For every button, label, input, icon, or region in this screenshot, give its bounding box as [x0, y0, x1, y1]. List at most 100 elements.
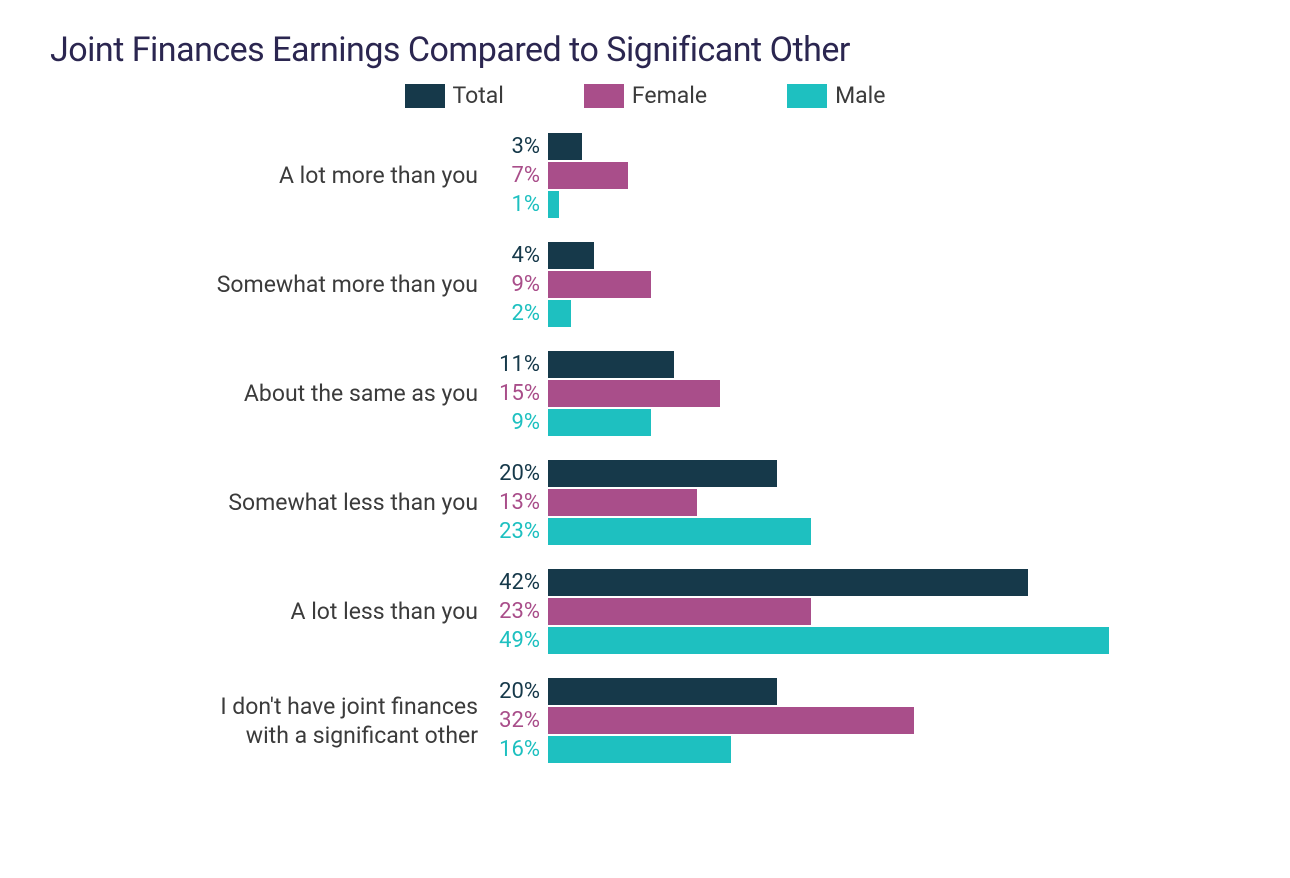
- category-row: A lot more than you3% 7% 1%: [100, 133, 1120, 220]
- bar-track: [548, 598, 1120, 625]
- value-label: 1%: [490, 192, 548, 217]
- value-label: 9%: [490, 272, 548, 297]
- value-label: 20%: [490, 461, 548, 486]
- bar-track: [548, 162, 1120, 189]
- bar-fill: [548, 678, 777, 705]
- category-row: Somewhat less than you20% 13% 23%: [100, 460, 1120, 547]
- legend-swatch: [584, 84, 624, 108]
- bars-column: 3% 7% 1%: [490, 133, 1120, 220]
- bar-row-female: 13%: [490, 489, 1120, 516]
- bar-fill: [548, 351, 674, 378]
- bar-track: [548, 736, 1120, 763]
- category-label: A lot less than you: [100, 598, 490, 627]
- chart-body: A lot more than you3% 7% 1% Somewhat more t…: [50, 133, 1240, 765]
- bar-row-female: 7%: [490, 162, 1120, 189]
- value-label: 13%: [490, 490, 548, 515]
- value-label: 23%: [490, 599, 548, 624]
- bar-fill: [548, 598, 811, 625]
- category-row: I don't have joint financeswith a signif…: [100, 678, 1120, 765]
- bar-track: [548, 489, 1120, 516]
- value-label: 42%: [490, 570, 548, 595]
- legend: Total Female Male: [50, 82, 1240, 109]
- bars-column: 42% 23% 49%: [490, 569, 1120, 656]
- bar-row-total: 11%: [490, 351, 1120, 378]
- bar-row-total: 42%: [490, 569, 1120, 596]
- bar-row-male: 49%: [490, 627, 1120, 654]
- bar-fill: [548, 380, 720, 407]
- bar-fill: [548, 489, 697, 516]
- bar-row-total: 20%: [490, 678, 1120, 705]
- bar-row-total: 3%: [490, 133, 1120, 160]
- legend-swatch: [787, 84, 827, 108]
- bar-track: [548, 133, 1120, 160]
- value-label: 15%: [490, 381, 548, 406]
- bar-track: [548, 380, 1120, 407]
- bar-fill: [548, 707, 914, 734]
- value-label: 7%: [490, 163, 548, 188]
- bars-column: 4% 9% 2%: [490, 242, 1120, 329]
- legend-label: Male: [835, 82, 885, 109]
- category-label: A lot more than you: [100, 162, 490, 191]
- bar-fill: [548, 300, 571, 327]
- bar-fill: [548, 460, 777, 487]
- value-label: 9%: [490, 410, 548, 435]
- bar-fill: [548, 736, 731, 763]
- bar-fill: [548, 242, 594, 269]
- bar-row-total: 4%: [490, 242, 1120, 269]
- bar-track: [548, 460, 1120, 487]
- chart-title: Joint Finances Earnings Compared to Sign…: [50, 30, 1240, 70]
- bars-column: 20% 32% 16%: [490, 678, 1120, 765]
- value-label: 23%: [490, 519, 548, 544]
- bar-fill: [548, 409, 651, 436]
- category-label: About the same as you: [100, 380, 490, 409]
- bar-row-male: 2%: [490, 300, 1120, 327]
- category-row: About the same as you11% 15% 9%: [100, 351, 1120, 438]
- bar-row-male: 16%: [490, 736, 1120, 763]
- bar-track: [548, 518, 1120, 545]
- category-label: I don't have joint financeswith a signif…: [100, 693, 490, 751]
- legend-label: Total: [453, 82, 504, 109]
- category-label: Somewhat less than you: [100, 489, 490, 518]
- value-label: 16%: [490, 737, 548, 762]
- value-label: 4%: [490, 243, 548, 268]
- legend-item-female: Female: [584, 82, 707, 109]
- value-label: 49%: [490, 628, 548, 653]
- bar-track: [548, 271, 1120, 298]
- bar-row-male: 9%: [490, 409, 1120, 436]
- bar-fill: [548, 569, 1028, 596]
- bar-row-female: 9%: [490, 271, 1120, 298]
- bar-track: [548, 707, 1120, 734]
- legend-item-total: Total: [405, 82, 504, 109]
- value-label: 20%: [490, 679, 548, 704]
- bar-track: [548, 627, 1120, 654]
- bar-track: [548, 678, 1120, 705]
- value-label: 2%: [490, 301, 548, 326]
- value-label: 11%: [490, 352, 548, 377]
- bar-fill: [548, 271, 651, 298]
- legend-swatch: [405, 84, 445, 108]
- category-row: A lot less than you42% 23% 49%: [100, 569, 1120, 656]
- legend-label: Female: [632, 82, 707, 109]
- bar-row-female: 32%: [490, 707, 1120, 734]
- bar-fill: [548, 627, 1109, 654]
- bar-fill: [548, 162, 628, 189]
- value-label: 3%: [490, 134, 548, 159]
- bar-track: [548, 569, 1120, 596]
- bar-fill: [548, 518, 811, 545]
- legend-item-male: Male: [787, 82, 885, 109]
- bar-track: [548, 351, 1120, 378]
- bar-row-male: 1%: [490, 191, 1120, 218]
- bar-fill: [548, 133, 582, 160]
- bar-row-male: 23%: [490, 518, 1120, 545]
- bar-track: [548, 300, 1120, 327]
- bar-fill: [548, 191, 559, 218]
- bar-row-female: 23%: [490, 598, 1120, 625]
- bar-track: [548, 242, 1120, 269]
- bar-row-female: 15%: [490, 380, 1120, 407]
- category-label: Somewhat more than you: [100, 271, 490, 300]
- bar-track: [548, 409, 1120, 436]
- bars-column: 11% 15% 9%: [490, 351, 1120, 438]
- category-row: Somewhat more than you4% 9% 2%: [100, 242, 1120, 329]
- bars-column: 20% 13% 23%: [490, 460, 1120, 547]
- value-label: 32%: [490, 708, 548, 733]
